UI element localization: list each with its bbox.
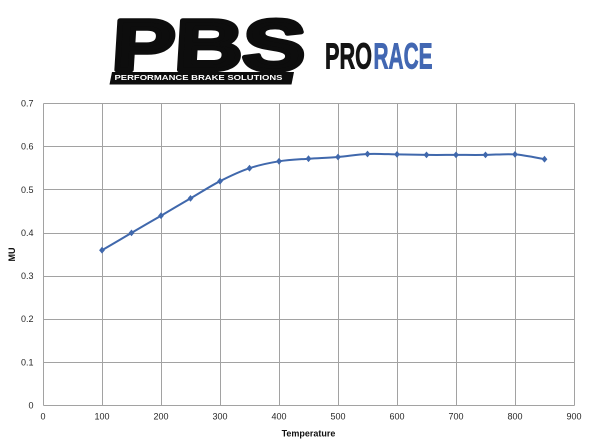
svg-text:100: 100 bbox=[94, 412, 109, 422]
svg-text:0.3: 0.3 bbox=[21, 271, 34, 281]
svg-text:300: 300 bbox=[212, 412, 227, 422]
svg-text:400: 400 bbox=[271, 412, 286, 422]
svg-text:0.5: 0.5 bbox=[21, 185, 34, 195]
svg-text:0.4: 0.4 bbox=[21, 228, 34, 238]
svg-text:500: 500 bbox=[330, 412, 345, 422]
svg-text:MU: MU bbox=[7, 248, 17, 262]
svg-text:600: 600 bbox=[389, 412, 404, 422]
svg-text:PRO: PRO bbox=[325, 36, 372, 77]
svg-text:700: 700 bbox=[448, 412, 463, 422]
svg-text:PERFORMANCE BRAKE SOLUTIONS: PERFORMANCE BRAKE SOLUTIONS bbox=[115, 73, 283, 82]
svg-text:900: 900 bbox=[566, 412, 581, 422]
svg-text:RACE: RACE bbox=[374, 36, 433, 77]
svg-text:0.2: 0.2 bbox=[21, 314, 34, 324]
svg-text:0: 0 bbox=[28, 401, 33, 411]
svg-text:200: 200 bbox=[153, 412, 168, 422]
svg-text:0.6: 0.6 bbox=[21, 142, 34, 152]
svg-text:800: 800 bbox=[507, 412, 522, 422]
svg-text:0.1: 0.1 bbox=[21, 357, 34, 367]
svg-text:0.7: 0.7 bbox=[21, 99, 34, 109]
svg-text:0: 0 bbox=[40, 412, 45, 422]
svg-text:Temperature: Temperature bbox=[282, 429, 336, 439]
